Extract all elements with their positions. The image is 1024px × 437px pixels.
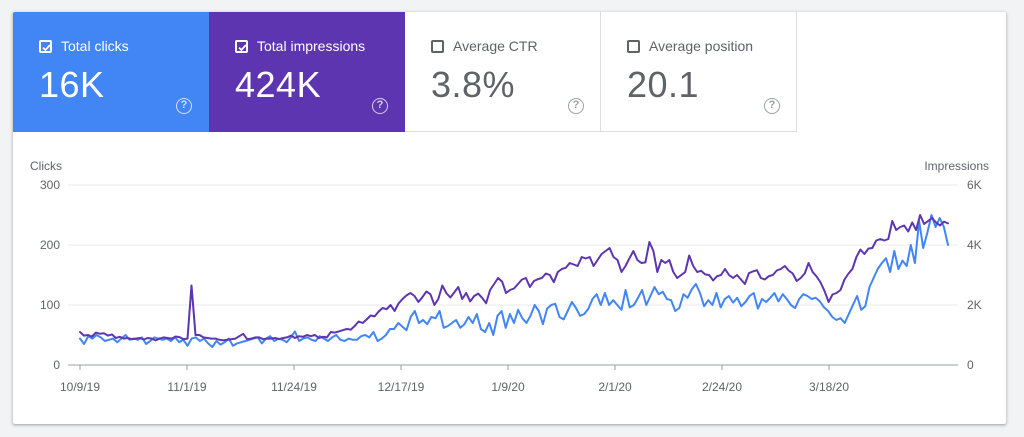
x-tick-label: 11/1/19 <box>167 380 206 394</box>
metric-value: 424K <box>235 64 322 105</box>
right-tick-label: 4K <box>967 238 982 252</box>
left-tick-label: 0 <box>53 358 60 372</box>
metric-average-ctr[interactable]: Average CTR 3.8%? <box>405 12 601 132</box>
help-icon[interactable]: ? <box>176 98 192 114</box>
right-tick-label: 6K <box>967 178 982 192</box>
metric-label: Total impressions <box>257 38 366 54</box>
performance-card: Total clicks 16K? Total impressions 424K? Av… <box>13 12 1006 424</box>
metric-average-position[interactable]: Average position 20.1? <box>601 12 797 132</box>
right-axis-title: Impressions <box>924 159 989 173</box>
left-tick-label: 300 <box>40 178 60 192</box>
help-icon[interactable]: ? <box>568 98 584 114</box>
x-tick-label: 3/18/20 <box>809 380 849 394</box>
checkbox-checked-icon[interactable] <box>39 39 52 53</box>
metric-value: 16K <box>39 64 105 105</box>
x-tick-label: 10/9/19 <box>60 380 100 394</box>
metric-total-impressions[interactable]: Total impressions 424K? <box>209 12 405 132</box>
metric-header: Total impressions <box>235 38 365 54</box>
x-tick-label: 11/24/19 <box>271 380 317 394</box>
metric-header: Average CTR <box>431 38 538 54</box>
metric-label: Total clicks <box>61 38 129 54</box>
right-tick-label: 2K <box>967 298 982 312</box>
metric-label: Average CTR <box>453 38 538 54</box>
checkbox-unchecked-icon[interactable] <box>627 39 640 53</box>
clicks-series-line <box>79 214 949 348</box>
left-axis-title: Clicks <box>30 159 62 173</box>
checkbox-unchecked-icon[interactable] <box>431 39 444 53</box>
metric-value: 20.1 <box>627 64 700 105</box>
right-tick-label: 0 <box>967 358 974 372</box>
metric-header: Average position <box>627 38 753 54</box>
help-icon[interactable]: ? <box>764 98 780 114</box>
x-tick-label: 2/24/20 <box>702 380 742 394</box>
metric-value: 3.8% <box>431 64 516 105</box>
x-tick-label: 12/17/19 <box>378 380 425 394</box>
metric-header: Total clicks <box>39 38 129 54</box>
left-tick-label: 100 <box>40 298 60 312</box>
impressions-series-line <box>79 214 949 342</box>
x-tick-label: 1/9/20 <box>491 380 525 394</box>
metrics-row: Total clicks 16K? Total impressions 424K? Av… <box>13 12 797 132</box>
x-tick-label: 2/1/20 <box>598 380 632 394</box>
left-tick-label: 200 <box>40 238 60 252</box>
metric-label: Average position <box>649 38 754 54</box>
help-icon[interactable]: ? <box>372 98 388 114</box>
checkbox-checked-icon[interactable] <box>235 39 248 53</box>
metric-total-clicks[interactable]: Total clicks 16K? <box>13 12 209 132</box>
